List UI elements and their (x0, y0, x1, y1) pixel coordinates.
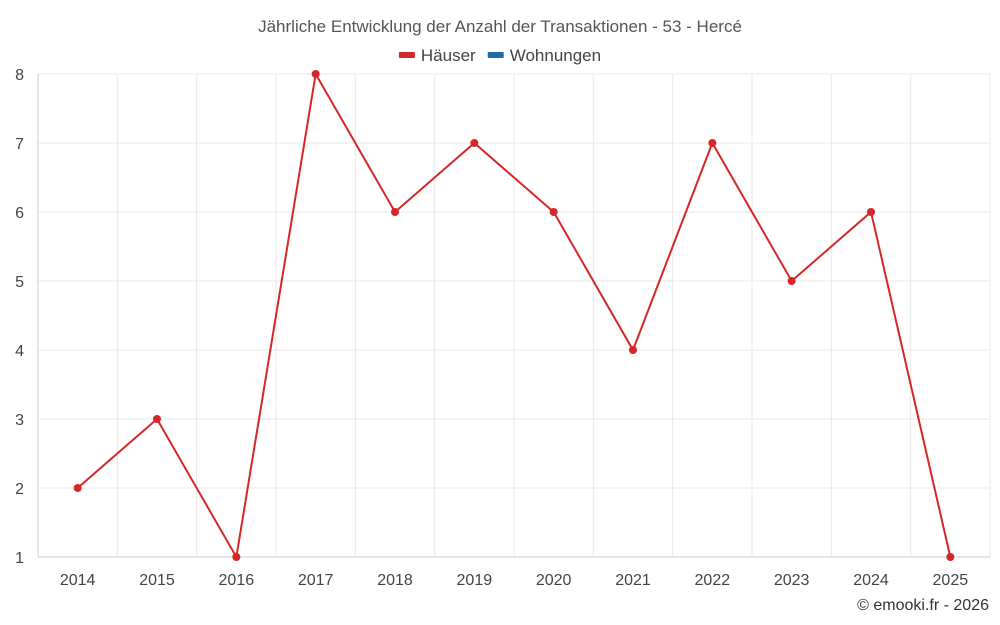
x-tick-label: 2021 (615, 572, 651, 589)
data-point[interactable] (391, 208, 399, 216)
legend: Häuser Wohnungen (398, 46, 601, 65)
grid (37, 73, 991, 558)
x-tick-label: 2024 (853, 572, 889, 589)
y-tick-label: 2 (15, 481, 24, 498)
x-tick-label: 2015 (139, 572, 175, 589)
data-point[interactable] (867, 208, 875, 216)
data-point[interactable] (946, 553, 955, 561)
x-axis: 2014 2015 2016 2017 2018 2019 2020 2021 2022 2023… (60, 572, 968, 589)
data-point[interactable] (629, 346, 637, 354)
y-tick-label: 7 (15, 136, 24, 153)
data-point[interactable] (708, 139, 717, 147)
series-line-0 (77, 71, 952, 560)
series-layer (73, 70, 955, 561)
legend-item-1[interactable]: Wohnungen (487, 46, 601, 65)
x-tick-label: 2019 (457, 572, 493, 589)
data-point[interactable] (787, 277, 796, 285)
x-tick-label: 2017 (298, 572, 334, 589)
x-tick-label: 2023 (774, 572, 810, 589)
x-tick-label: 2016 (219, 572, 255, 589)
legend-swatch (398, 52, 415, 58)
data-point[interactable] (311, 70, 320, 78)
x-tick-label: 2025 (933, 572, 969, 589)
y-tick-label: 1 (15, 550, 24, 567)
data-point[interactable] (549, 208, 558, 216)
legend-swatch (487, 52, 504, 58)
y-tick-label: 4 (15, 343, 24, 360)
x-tick-label: 2014 (60, 572, 96, 589)
legend-label: Häuser (421, 46, 476, 65)
data-point[interactable] (73, 484, 82, 492)
x-tick-label: 2020 (536, 572, 572, 589)
y-axis: 1 2 3 4 5 6 7 8 (15, 67, 24, 567)
y-tick-label: 6 (15, 205, 24, 222)
y-tick-label: 5 (15, 274, 24, 291)
y-tick-label: 8 (15, 67, 24, 84)
y-tick-label: 3 (15, 412, 24, 429)
data-point[interactable] (153, 415, 161, 423)
data-point[interactable] (232, 553, 241, 561)
chart-title: Jährliche Entwicklung der Anzahl der Tra… (258, 17, 742, 36)
x-tick-label: 2022 (695, 572, 731, 589)
legend-label: Wohnungen (510, 46, 601, 65)
legend-item-0[interactable]: Häuser (398, 46, 476, 65)
x-tick-label: 2018 (377, 572, 413, 589)
data-point[interactable] (470, 139, 479, 147)
footer-credit: © emooki.fr - 2026 (857, 597, 989, 614)
